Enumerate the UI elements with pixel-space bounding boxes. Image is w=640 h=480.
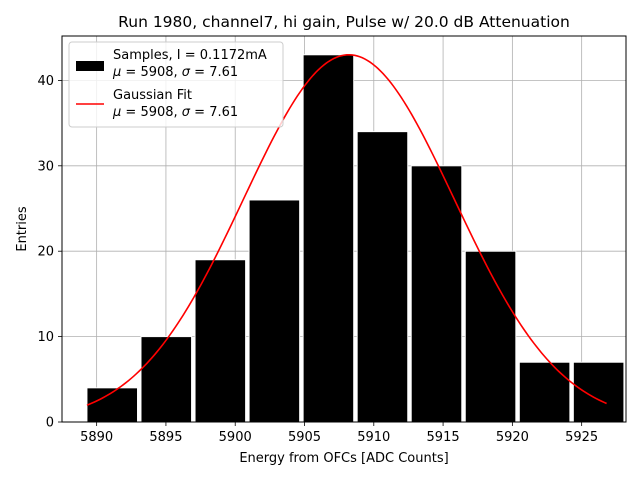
histogram-bar — [140, 336, 193, 423]
histogram-bar — [572, 361, 625, 423]
gaussian-fit-curve — [86, 53, 607, 406]
x-tick-label: 5895 — [149, 430, 182, 445]
legend: Samples, I = 0.1172mA μ = 5908, σ = 7.61… — [68, 41, 284, 128]
legend-samples-swatch — [76, 61, 104, 71]
x-axis-label: Energy from OFCs [ADC Counts] — [239, 451, 448, 466]
y-tick-label: 20 — [37, 245, 54, 260]
y-tick-label: 10 — [37, 330, 54, 345]
x-tick-label: 5910 — [357, 430, 390, 445]
legend-fit-stats: μ = 5908, σ = 7.61 — [112, 105, 238, 120]
y-axis-ticks: 0 10 20 30 40 — [37, 74, 62, 431]
histogram-bar — [464, 250, 517, 423]
y-tick-label: 30 — [37, 159, 54, 174]
histogram-bar — [302, 54, 355, 423]
x-tick-label: 5890 — [80, 430, 113, 445]
plot-frame — [61, 35, 627, 423]
x-axis-ticks: 5890 5895 5900 5905 5910 5915 5920 5925 — [80, 422, 598, 445]
histogram-bar — [410, 165, 463, 423]
gaussian-fit-line — [86, 53, 607, 406]
x-tick-label: 5905 — [288, 430, 321, 445]
legend-samples-stats: μ = 5908, σ = 7.61 — [112, 65, 238, 80]
x-tick-label: 5915 — [427, 430, 460, 445]
chart-title: Run 1980, channel7, hi gain, Pulse w/ 20… — [118, 13, 570, 31]
x-tick-label: 5920 — [496, 430, 529, 445]
histogram-bar — [518, 361, 571, 423]
legend-box — [68, 41, 284, 128]
x-tick-label: 5900 — [219, 430, 252, 445]
legend-fit-label: Gaussian Fit — [113, 88, 192, 103]
histogram-bar — [194, 259, 247, 423]
legend-samples-label: Samples, I = 0.1172mA — [113, 48, 267, 63]
histogram-bar — [356, 131, 409, 423]
histogram-bar — [248, 199, 301, 423]
y-tick-label: 40 — [37, 74, 54, 89]
histogram-bars — [86, 54, 625, 423]
y-tick-label: 0 — [46, 416, 54, 431]
x-tick-label: 5925 — [565, 430, 598, 445]
y-axis-label: Entries — [15, 206, 30, 252]
